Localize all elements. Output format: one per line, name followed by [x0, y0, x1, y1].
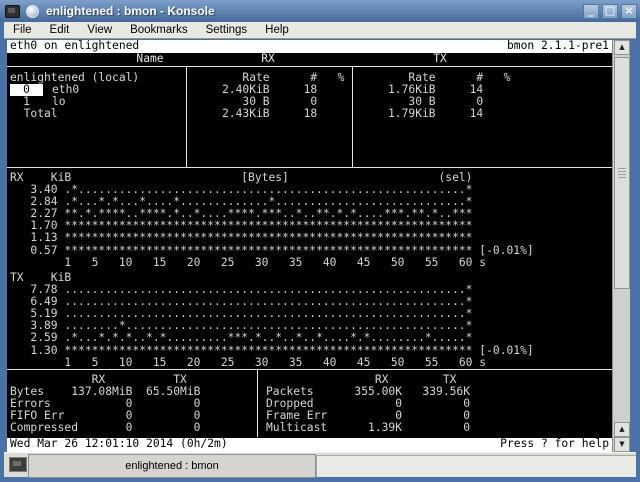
- header-separator-line: [7, 66, 612, 67]
- konsole-app-icon: [26, 4, 39, 18]
- interface-row-lo[interactable]: 1 lo: [10, 95, 66, 108]
- rx-tx-separator: [352, 67, 353, 167]
- menu-file[interactable]: File: [13, 24, 32, 36]
- interface-total-label: Total: [10, 107, 58, 120]
- maximize-button[interactable]: □: [602, 3, 618, 19]
- scroll-down-icon[interactable]: ▼: [614, 437, 630, 452]
- stats-separator: [257, 370, 258, 437]
- system-menu-icon[interactable]: [5, 4, 20, 18]
- tx-rate-column: Rate # % 1.76KiB 14 30 B 0 1.79KiB 14: [388, 71, 511, 121]
- terminal-screen[interactable]: eth0 on enlightened bmon 2.1.1-pre1 Name…: [7, 39, 612, 452]
- rx-graph: RX KiB [Bytes] (sel) 3.40 .*............…: [10, 171, 534, 269]
- bmon-selected-interface: eth0 on enlightened: [10, 39, 140, 52]
- session-tab-label: enlightened : bmon: [125, 460, 219, 472]
- menu-bookmarks[interactable]: Bookmarks: [130, 24, 188, 36]
- menu-edit[interactable]: Edit: [49, 24, 70, 36]
- interface-index-selected: 0: [10, 83, 43, 96]
- title-bar: enlightened : bmon - Konsole _ □ ×: [0, 0, 640, 22]
- tab-bar-empty-area: [316, 455, 636, 477]
- table-bottom-line: [7, 167, 612, 168]
- interface-name: lo: [52, 95, 66, 108]
- session-tab-bar: enlightened : bmon: [4, 452, 636, 478]
- scroll-up-icon[interactable]: ▲: [614, 422, 630, 437]
- stats-left-block: RX TX Bytes 137.08MiB 65.50MiB Errors 0 …: [10, 373, 201, 435]
- new-session-icon[interactable]: [9, 457, 27, 472]
- bmon-version: bmon 2.1.1-pre1: [506, 39, 609, 52]
- status-help-hint: Press ? for help: [500, 437, 609, 450]
- stats-right-block: RX TX Packets 355.00K 339.56K Dropped 0 …: [266, 373, 471, 435]
- close-button[interactable]: ×: [621, 3, 637, 19]
- menu-view[interactable]: View: [87, 24, 113, 36]
- menu-help[interactable]: Help: [265, 24, 289, 36]
- interface-group-label: enlightened (local): [10, 71, 140, 84]
- menu-bar: File Edit View Bookmarks Settings Help: [4, 22, 636, 39]
- bmon-status-bar: Wed Mar 26 12:01:10 2014 (0h/2m) Press ?…: [7, 437, 612, 452]
- column-header-tx: TX: [433, 52, 447, 65]
- interface-row-eth0[interactable]: 0 eth0: [10, 83, 80, 96]
- interface-index: 1: [23, 95, 30, 108]
- scrollbar-thumb[interactable]: [614, 57, 630, 289]
- bmon-title-bar: eth0 on enlightened bmon 2.1.1-pre1: [7, 39, 612, 53]
- menu-settings[interactable]: Settings: [205, 24, 248, 36]
- interface-name: eth0: [52, 83, 80, 96]
- scrollbar[interactable]: ▲ ▲ ▼: [612, 40, 630, 452]
- status-datetime: Wed Mar 26 12:01:10 2014 (0h/2m): [10, 437, 228, 450]
- rx-rate-column: Rate # % 2.40KiB 18 30 B 0 2.43KiB 18: [222, 71, 345, 121]
- window-title: enlightened : bmon - Konsole: [46, 4, 215, 18]
- scroll-up-icon[interactable]: ▲: [614, 40, 630, 55]
- name-rx-separator: [186, 67, 187, 167]
- tx-graph: TX KiB 7.78 ............................…: [10, 271, 534, 369]
- minimize-button[interactable]: _: [583, 3, 599, 19]
- column-header-rx: RX: [261, 52, 275, 65]
- session-tab[interactable]: enlightened : bmon: [28, 454, 316, 478]
- stats-top-line: [7, 369, 612, 370]
- column-header-name: Name: [136, 52, 164, 65]
